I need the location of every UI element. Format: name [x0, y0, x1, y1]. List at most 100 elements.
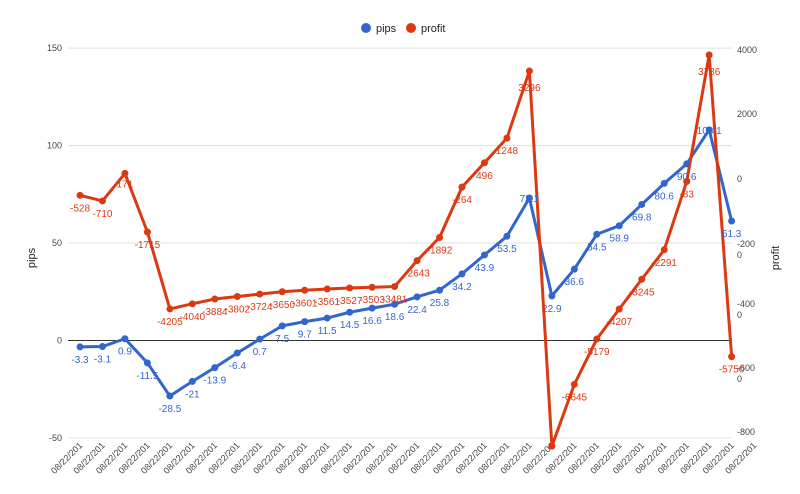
- data-point-pips[interactable]: [436, 286, 444, 294]
- data-point-profit[interactable]: [301, 286, 309, 294]
- data-point-profit[interactable]: [525, 67, 533, 75]
- data-point-profit[interactable]: [413, 257, 421, 265]
- data-point-profit[interactable]: [593, 335, 601, 343]
- data-point-pips[interactable]: [346, 308, 354, 316]
- data-point-pips[interactable]: [166, 392, 174, 400]
- left-tick-label: 100: [47, 141, 62, 151]
- data-label-profit: -3245: [629, 287, 655, 298]
- right-tick-label-secondary: 0: [737, 250, 742, 260]
- data-point-profit[interactable]: [346, 284, 354, 292]
- data-label-pips: 58.9: [610, 234, 630, 245]
- data-point-pips[interactable]: [76, 343, 84, 351]
- data-point-pips[interactable]: [593, 230, 601, 238]
- data-point-profit[interactable]: [728, 353, 736, 361]
- data-label-profit: -264: [452, 195, 472, 206]
- gridlines: [68, 47, 732, 439]
- series-lines: [79, 53, 734, 448]
- data-label-profit: -5750: [719, 365, 745, 376]
- data-point-pips[interactable]: [480, 251, 488, 259]
- right-tick-label: -400: [737, 299, 755, 309]
- data-point-profit[interactable]: [98, 197, 106, 205]
- right-tick-label-secondary: 0: [737, 374, 742, 384]
- data-label-profit: -2291: [651, 258, 677, 269]
- data-label-pips: 69.8: [632, 212, 652, 223]
- series-line-profit[interactable]: [79, 53, 734, 448]
- data-label-profit: -3650: [269, 300, 295, 311]
- data-point-pips[interactable]: [256, 335, 264, 343]
- data-point-pips[interactable]: [301, 318, 309, 326]
- data-label-profit: -3527: [337, 296, 363, 307]
- legend-label-pips[interactable]: pips: [376, 23, 397, 35]
- data-point-pips[interactable]: [98, 343, 106, 351]
- data-point-pips[interactable]: [211, 364, 219, 372]
- data-point-pips[interactable]: [638, 200, 646, 208]
- data-point-profit[interactable]: [436, 233, 444, 241]
- data-point-profit[interactable]: [570, 380, 578, 388]
- data-point-profit[interactable]: [660, 246, 668, 254]
- right-tick-label: 0: [737, 174, 742, 184]
- data-point-profit[interactable]: [323, 285, 331, 293]
- legend-marker-pips[interactable]: [361, 23, 371, 33]
- data-point-pips[interactable]: [458, 270, 466, 278]
- data-point-profit[interactable]: [76, 191, 84, 199]
- data-label-profit: -5179: [584, 347, 610, 358]
- data-label-pips: 14.5: [340, 320, 360, 331]
- data-label-profit: 496: [476, 171, 493, 182]
- data-point-pips[interactable]: [660, 179, 668, 187]
- data-point-profit[interactable]: [278, 288, 286, 296]
- data-label-pips: 53.5: [497, 244, 517, 255]
- data-point-profit[interactable]: [548, 442, 556, 450]
- data-point-profit[interactable]: [480, 159, 488, 167]
- data-label-pips: 22.4: [407, 305, 427, 316]
- data-point-pips[interactable]: [278, 322, 286, 330]
- data-point-profit[interactable]: [391, 283, 399, 291]
- data-point-profit[interactable]: [188, 300, 196, 308]
- data-point-profit[interactable]: [256, 290, 264, 298]
- data-point-pips[interactable]: [548, 292, 556, 300]
- data-label-profit: -3724: [247, 302, 273, 313]
- data-label-profit: -4040: [180, 312, 206, 323]
- data-label-profit: -3601: [292, 298, 318, 309]
- data-point-pips[interactable]: [413, 293, 421, 301]
- data-point-pips[interactable]: [615, 222, 623, 230]
- legend-marker-profit[interactable]: [406, 23, 416, 33]
- data-label-profit: -1715: [135, 240, 161, 251]
- data-point-profit[interactable]: [233, 292, 241, 300]
- data-point-profit[interactable]: [638, 275, 646, 283]
- data-label-profit: -3802: [225, 304, 251, 315]
- data-label-pips: 36.6: [565, 277, 585, 288]
- series-line-pips[interactable]: [79, 128, 734, 398]
- data-point-pips[interactable]: [728, 217, 736, 225]
- data-point-pips[interactable]: [503, 232, 511, 240]
- data-point-pips[interactable]: [368, 304, 376, 312]
- data-label-pips: 108.1: [697, 126, 722, 137]
- data-point-profit[interactable]: [166, 305, 174, 313]
- data-point-profit[interactable]: [503, 134, 511, 142]
- data-point-profit[interactable]: [458, 183, 466, 191]
- data-point-profit[interactable]: [211, 295, 219, 303]
- data-label-profit: -710: [92, 209, 112, 220]
- data-label-pips: 11.5: [318, 326, 337, 337]
- data-point-pips[interactable]: [391, 300, 399, 308]
- legend-label-profit[interactable]: profit: [421, 23, 445, 35]
- right-tick-label-secondary: 0: [737, 310, 742, 320]
- data-point-profit[interactable]: [121, 169, 129, 177]
- data-point-pips[interactable]: [525, 194, 533, 202]
- data-point-profit[interactable]: [683, 178, 691, 186]
- data-point-pips[interactable]: [570, 265, 578, 273]
- data-point-pips[interactable]: [705, 126, 713, 134]
- data-point-profit[interactable]: [705, 51, 713, 59]
- data-point-pips[interactable]: [121, 335, 129, 343]
- data-point-pips[interactable]: [683, 160, 691, 168]
- data-point-pips[interactable]: [188, 377, 196, 385]
- data-point-profit[interactable]: [615, 305, 623, 313]
- data-point-profit[interactable]: [368, 283, 376, 291]
- data-point-profit[interactable]: [143, 228, 151, 236]
- data-point-pips[interactable]: [143, 359, 151, 367]
- left-tick-label: 0: [57, 336, 62, 346]
- x-axis-ticks: 08/22/20108/22/20108/22/20108/22/20108/2…: [49, 440, 758, 475]
- data-label-profit: -3503: [359, 295, 385, 306]
- data-point-pips[interactable]: [323, 314, 331, 322]
- data-point-pips[interactable]: [233, 349, 241, 357]
